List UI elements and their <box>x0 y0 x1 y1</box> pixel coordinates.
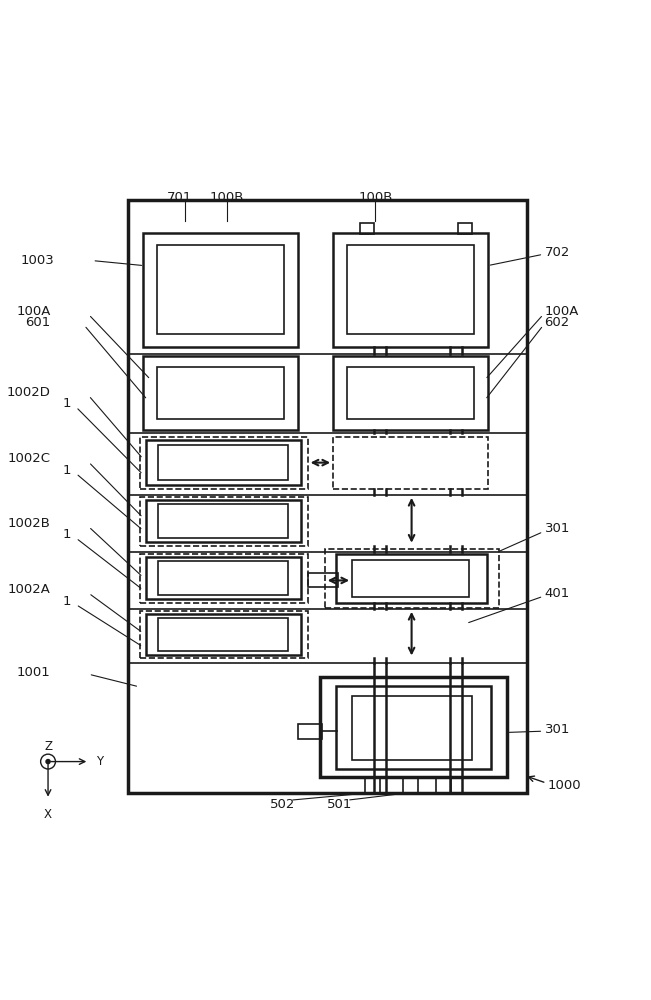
Text: 601: 601 <box>25 316 51 329</box>
Bar <box>333 233 488 347</box>
Text: 100A: 100A <box>545 305 579 318</box>
Bar <box>320 677 507 777</box>
Bar <box>158 618 288 651</box>
Bar <box>333 356 488 430</box>
Text: 1002D: 1002D <box>7 386 51 399</box>
Bar <box>352 560 469 597</box>
Bar <box>352 696 473 760</box>
Text: 701: 701 <box>167 191 192 204</box>
Bar <box>298 724 322 739</box>
Text: 501: 501 <box>327 798 352 811</box>
Bar <box>347 245 474 334</box>
Text: Y: Y <box>96 755 103 768</box>
Text: 301: 301 <box>545 723 570 736</box>
Text: 1: 1 <box>63 528 72 541</box>
Bar <box>140 554 308 603</box>
Bar <box>146 440 301 485</box>
Bar <box>140 611 308 658</box>
Text: 401: 401 <box>545 587 570 600</box>
Bar <box>158 504 288 538</box>
Text: 100A: 100A <box>16 305 51 318</box>
Text: 602: 602 <box>545 316 570 329</box>
Bar <box>146 500 301 542</box>
Bar <box>325 549 499 608</box>
Text: 1: 1 <box>63 397 72 410</box>
Bar <box>146 614 301 655</box>
Text: 1001: 1001 <box>17 666 51 679</box>
Bar <box>336 686 492 769</box>
Bar <box>458 223 472 234</box>
Text: 1002A: 1002A <box>8 583 51 596</box>
Bar <box>436 777 451 793</box>
Bar <box>336 554 487 603</box>
Bar <box>359 223 374 234</box>
Bar <box>143 233 298 347</box>
Bar <box>157 367 284 419</box>
Text: 301: 301 <box>545 522 570 535</box>
Text: 1: 1 <box>63 595 72 608</box>
Text: 1000: 1000 <box>547 779 581 792</box>
Text: 1003: 1003 <box>21 254 55 267</box>
Circle shape <box>46 760 50 764</box>
Text: X: X <box>44 808 52 821</box>
Bar <box>365 777 380 793</box>
Bar <box>140 497 308 546</box>
Bar <box>157 245 284 334</box>
Bar <box>403 777 418 793</box>
Bar <box>308 573 338 587</box>
Bar <box>143 356 298 430</box>
Text: 1002C: 1002C <box>8 452 51 465</box>
Text: 1: 1 <box>63 464 72 477</box>
Bar <box>140 437 308 489</box>
Bar <box>347 367 474 419</box>
Text: 702: 702 <box>545 246 570 259</box>
Text: 502: 502 <box>270 798 295 811</box>
Bar <box>146 557 301 599</box>
Bar <box>128 200 527 793</box>
Bar <box>158 445 288 480</box>
Text: 1002B: 1002B <box>8 517 51 530</box>
Text: Z: Z <box>44 740 52 753</box>
Bar <box>333 437 488 489</box>
Text: 100B: 100B <box>358 191 393 204</box>
Bar <box>158 561 288 595</box>
Text: 100B: 100B <box>210 191 244 204</box>
